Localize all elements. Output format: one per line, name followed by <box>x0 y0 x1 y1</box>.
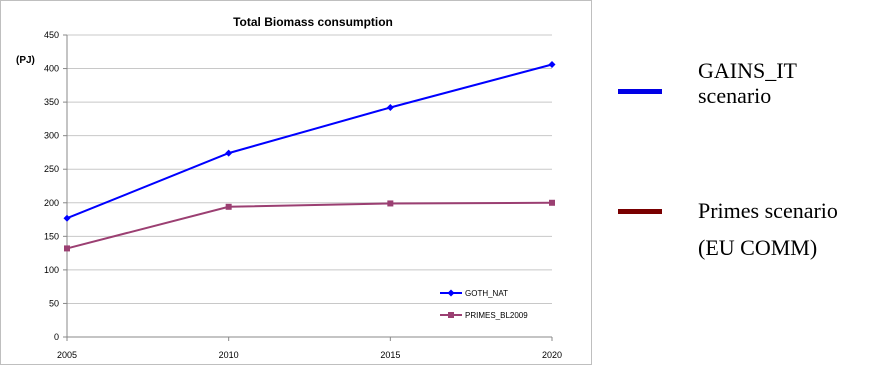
data-point-primes-bl2009-2005 <box>64 245 70 252</box>
y-tick-labels: 0 50 100 150 200 250 300 350 400 450 <box>44 30 59 342</box>
chart-panel: Total Biomass consumption (PJ) 0 50 100 150… <box>0 0 592 365</box>
data-point-goth-nat-2020 <box>548 61 556 69</box>
gains-legend-label: GAINS_IT scenario <box>698 58 797 108</box>
series-line-goth-nat <box>66 63 553 220</box>
y-tick-label-50: 50 <box>49 298 59 308</box>
data-series <box>63 61 556 252</box>
y-tick-label-400: 400 <box>44 64 59 74</box>
x-tick-labels: 2005 2010 2015 2020 <box>57 350 562 360</box>
data-point-goth-nat-2015 <box>386 103 394 111</box>
legend-marker-primes-bl2009 <box>448 312 454 318</box>
chart-legend: GOTH_NAT PRIMES_BL2009 <box>440 289 528 320</box>
x-tick-label-2015: 2015 <box>380 350 400 360</box>
y-tick-label-100: 100 <box>44 265 59 275</box>
primes-legend-line1: Primes scenario <box>698 198 838 223</box>
data-point-primes-bl2009-2020 <box>549 199 555 206</box>
data-point-primes-bl2009-2010 <box>225 203 232 210</box>
y-axis-label: (PJ) <box>16 55 35 66</box>
x-tick-label-2010: 2010 <box>219 350 239 360</box>
gridlines <box>67 34 552 304</box>
data-point-goth-nat-2010 <box>225 149 233 157</box>
y-tick-label-350: 350 <box>44 97 59 107</box>
y-tick-label-200: 200 <box>44 198 59 208</box>
legend-label-goth-nat: GOTH_NAT <box>465 289 508 298</box>
y-tick-label-0: 0 <box>54 332 59 342</box>
y-tick-label-250: 250 <box>44 164 59 174</box>
primes-legend-label: Primes scenario (EU COMM) <box>698 192 838 266</box>
legend-label-primes-bl2009: PRIMES_BL2009 <box>465 311 528 320</box>
primes-legend-line2: (EU COMM) <box>698 235 818 260</box>
axes <box>63 34 553 341</box>
gains-legend-line1: GAINS_IT <box>698 58 797 83</box>
gains-legend-line2: scenario <box>698 83 772 108</box>
gains-legend-swatch <box>618 89 662 94</box>
y-tick-label-300: 300 <box>44 131 59 141</box>
primes-legend-swatch <box>618 209 662 214</box>
chart-border <box>0 0 592 365</box>
y-tick-label-450: 450 <box>44 30 59 40</box>
x-tick-label-2020: 2020 <box>542 350 562 360</box>
x-tick-label-2005: 2005 <box>57 350 77 360</box>
legend-marker-goth-nat <box>447 289 455 297</box>
data-point-primes-bl2009-2015 <box>387 200 394 207</box>
biomass-line-chart: Total Biomass consumption (PJ) 0 50 100 150… <box>0 0 592 365</box>
y-tick-label-150: 150 <box>44 231 59 241</box>
chart-title: Total Biomass consumption <box>233 15 393 29</box>
data-point-goth-nat-2005 <box>63 214 71 222</box>
series-line-primes-bl2009 <box>66 201 553 250</box>
